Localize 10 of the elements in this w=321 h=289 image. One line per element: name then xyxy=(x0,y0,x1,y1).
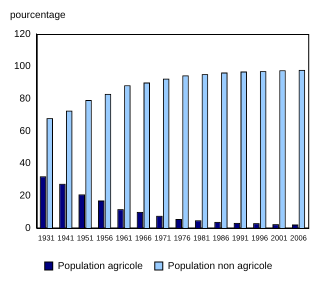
y-axis-title: pourcentage xyxy=(10,10,66,21)
y-tick-label: 80 xyxy=(20,93,32,104)
y-tick-label: 40 xyxy=(20,158,32,170)
legend-label: Population non agricole xyxy=(168,260,273,272)
y-tick-label: 120 xyxy=(14,28,32,40)
y-tick-label: 60 xyxy=(20,126,32,137)
legend-label: Population agricole xyxy=(58,260,144,272)
y-tick-label: 100 xyxy=(14,61,32,72)
y-tick-label: 0 xyxy=(25,222,32,234)
y-tick-label: 20 xyxy=(20,190,32,202)
